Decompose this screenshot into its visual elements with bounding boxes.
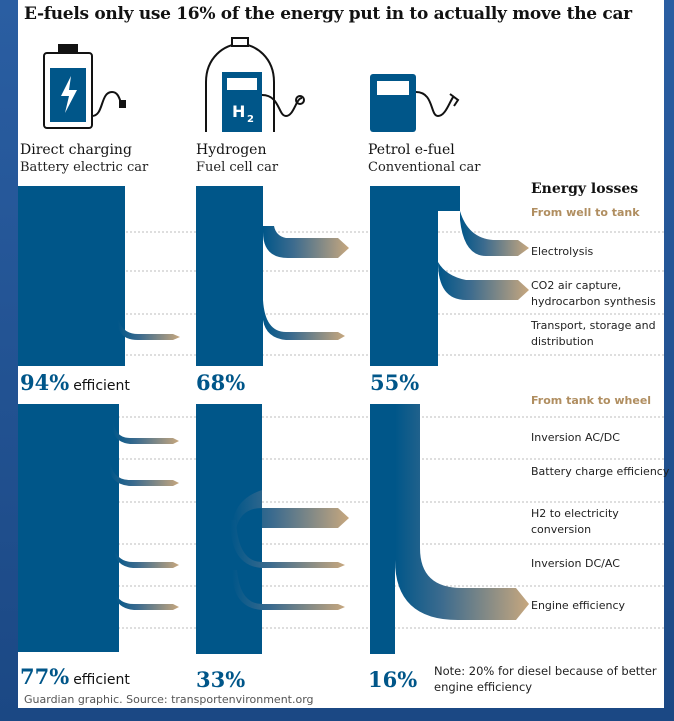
loss-arrow — [232, 490, 349, 530]
efficiency-petrol-well-to-tank: 55% — [370, 370, 420, 395]
flow-bar — [18, 404, 119, 652]
hydrogen-icon-subscript: 2 — [247, 114, 254, 125]
background-bottom — [0, 708, 674, 721]
note-diesel: Note: 20% for diesel because of better e… — [434, 664, 657, 694]
source-credit: Guardian graphic. Source: transportenvir… — [24, 693, 314, 706]
loss-label-electrolysis: Electrolysis — [531, 245, 594, 258]
efficiency-suffix: efficient — [73, 378, 130, 394]
loss-arrow — [395, 404, 529, 620]
column-header-petrol-efuel: Petrol e-fuel Conventional car — [368, 142, 480, 176]
section-tank-to-wheel: From tank to wheel — [531, 394, 652, 407]
section-well-to-tank: From well to tank — [531, 206, 640, 219]
flow-bar — [370, 404, 395, 654]
column-subtitle: Fuel cell car — [196, 160, 279, 175]
loss-arrow — [263, 300, 345, 340]
column-title: Hydrogen — [196, 142, 267, 158]
infographic-panel: E-fuels only use 16% of the energy put i… — [18, 0, 669, 708]
flow-hydrogen — [196, 186, 349, 654]
column-header-hydrogen: Hydrogen Fuel cell car — [196, 142, 278, 176]
loss-arrow — [117, 318, 180, 340]
efficiency-petrol-tank-to-wheel: 16% — [368, 667, 418, 692]
loss-arrow — [460, 211, 529, 256]
battery-charger-icon — [43, 44, 126, 129]
flow-bar — [18, 186, 125, 366]
efficiency-suffix: efficient — [73, 672, 130, 688]
fuel-pump-icon — [370, 74, 460, 132]
loss-arrow — [114, 548, 179, 568]
infographic-title: E-fuels only use 16% of the energy put i… — [24, 4, 632, 24]
loss-arrow — [109, 460, 179, 486]
loss-arrow — [230, 520, 345, 568]
background-left — [0, 0, 18, 721]
energy-losses-heading: Energy losses — [531, 181, 639, 197]
column-subtitle: Battery electric car — [20, 160, 149, 175]
flow-petrol-efuel — [370, 186, 529, 654]
loss-label-co2-capture: CO2 air capture, hydrocarbon synthesis — [531, 279, 656, 308]
column-subtitle: Conventional car — [368, 160, 481, 175]
efficiency-direct-well-to-tank: 94% efficient — [20, 370, 130, 395]
flow-direct-charging — [18, 186, 180, 652]
loss-arrow — [232, 570, 345, 610]
column-title: Direct charging — [20, 142, 132, 158]
column-header-direct-charging: Direct charging Battery electric car — [20, 142, 148, 176]
loss-label-engine-efficiency: Engine efficiency — [531, 599, 625, 612]
hydrogen-icon-label: H — [232, 102, 245, 121]
efficiency-hydrogen-tank-to-wheel: 33% — [196, 667, 246, 692]
hydrogen-pump-icon: H 2 — [205, 37, 305, 132]
flow-bar — [370, 186, 438, 366]
efficiency-direct-tank-to-wheel: 77% efficient — [20, 664, 130, 689]
column-title: Petrol e-fuel — [368, 142, 455, 158]
flow-bar — [196, 404, 262, 654]
flow-diagram: H 2 — [18, 37, 664, 654]
loss-label-transport: Transport, storage and distribution — [531, 319, 656, 348]
loss-label-h2-conversion: H2 to electricity conversion — [531, 507, 619, 536]
efficiency-hydrogen-well-to-tank: 68% — [196, 370, 246, 395]
loss-arrow — [112, 420, 179, 444]
loss-label-battery-charge: Battery charge efficiency — [531, 465, 670, 478]
loss-arrow — [115, 592, 179, 610]
loss-label-inversion-dc-ac: Inversion DC/AC — [531, 557, 620, 570]
loss-arrow — [438, 262, 529, 300]
flow-bar — [196, 186, 263, 366]
loss-label-inversion-ac-dc: Inversion AC/DC — [531, 431, 620, 444]
loss-arrow — [263, 226, 349, 258]
background-right — [664, 0, 674, 721]
